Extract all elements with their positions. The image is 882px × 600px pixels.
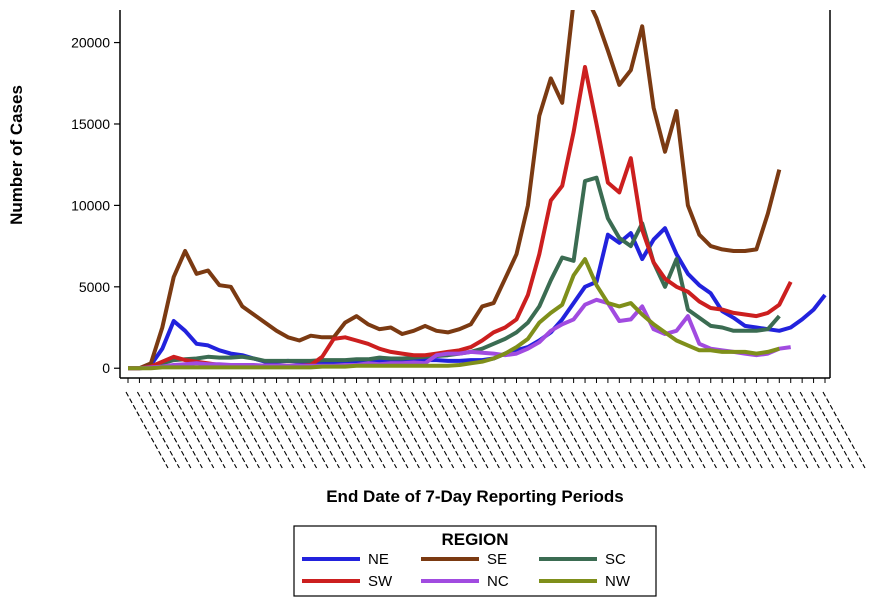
y-tick-label: 20000	[71, 35, 110, 51]
x-tick-label	[285, 391, 329, 469]
x-tick-label	[296, 391, 340, 469]
x-tick-label	[731, 391, 775, 469]
x-tick-label	[593, 391, 637, 469]
x-tick-label	[148, 391, 192, 469]
x-tick-label	[468, 391, 512, 469]
x-tick-label	[651, 391, 695, 469]
legend-label-sc: SC	[605, 551, 626, 568]
x-tick-label	[365, 391, 409, 469]
x-tick-label	[616, 391, 660, 469]
x-tick-label	[376, 391, 420, 469]
y-tick-label: 10000	[71, 197, 110, 213]
x-tick-label	[788, 391, 832, 469]
x-tick-label	[251, 391, 295, 469]
legend: REGION NE SE SC SW NC NW	[293, 525, 657, 597]
x-tick-label	[182, 391, 226, 469]
x-tick-label	[548, 391, 592, 469]
x-tick-label	[354, 391, 398, 469]
x-tick-label	[571, 391, 615, 469]
legend-label-nw: NW	[605, 573, 631, 590]
x-tick-label	[525, 391, 569, 469]
x-tick-label	[456, 391, 500, 469]
x-tick-label	[582, 391, 626, 469]
legend-title: REGION	[441, 530, 508, 549]
x-tick-label	[171, 391, 215, 469]
x-tick-label	[628, 391, 672, 469]
x-tick-label	[776, 391, 820, 469]
x-tick-label	[811, 391, 855, 469]
x-tick-label	[205, 391, 249, 469]
x-tick-label	[673, 391, 717, 469]
x-tick-label	[342, 391, 386, 469]
series-line-se	[128, 10, 782, 371]
x-tick-label	[388, 391, 432, 469]
x-tick-label	[331, 391, 375, 469]
series-line-nw	[128, 257, 780, 371]
x-tick-label	[605, 391, 649, 469]
x-tick-label	[422, 391, 466, 469]
x-tick-label	[136, 391, 180, 469]
x-tick-label	[319, 391, 363, 469]
y-tick-label: 5000	[79, 279, 110, 295]
x-tick-label	[719, 391, 763, 469]
legend-label-ne: NE	[368, 551, 389, 568]
y-axis-title: Number of Cases	[7, 85, 26, 225]
legend-label-nc: NC	[487, 573, 509, 590]
x-tick-label	[228, 391, 272, 469]
x-tick-label	[308, 391, 352, 469]
x-tick-label	[125, 391, 169, 469]
x-tick-label	[399, 391, 443, 469]
x-tick-label	[216, 391, 260, 469]
x-tick-label	[239, 391, 283, 469]
legend-label-se: SE	[487, 551, 507, 568]
legend-label-sw: SW	[368, 573, 393, 590]
x-tick-label	[479, 391, 523, 469]
x-tick-label	[685, 391, 729, 469]
x-tick-label	[742, 391, 786, 469]
x-tick-label	[708, 391, 752, 469]
x-tick-label	[753, 391, 797, 469]
x-tick-label	[159, 391, 203, 469]
x-tick-label	[262, 391, 306, 469]
x-tick-label	[411, 391, 455, 469]
x-tick-label	[662, 391, 706, 469]
x-tick-label	[765, 391, 809, 469]
x-tick-label	[536, 391, 580, 469]
x-tick-label-cluster	[125, 391, 866, 469]
series-line-nc	[128, 297, 791, 371]
x-tick-label	[434, 391, 477, 469]
x-tick-label	[514, 391, 557, 469]
x-axis-title: End Date of 7-Day Reporting Periods	[326, 487, 624, 506]
x-tick-label	[274, 391, 318, 469]
y-tick-label: 15000	[71, 116, 110, 132]
series-lines	[128, 10, 827, 371]
x-tick-label	[194, 391, 238, 469]
x-tick-label	[696, 391, 740, 469]
x-tick-label	[822, 391, 866, 469]
x-tick-label	[639, 391, 683, 469]
series-line-sc	[128, 175, 781, 371]
x-tick-label	[502, 391, 546, 469]
x-tick-label	[559, 391, 603, 469]
y-axis: 0 5000 10000 15000 20000	[71, 10, 831, 378]
y-tick-label: 0	[102, 360, 110, 376]
x-tick-label	[445, 391, 489, 469]
x-axis	[120, 377, 866, 469]
x-tick-label	[491, 391, 535, 469]
x-tick-label	[799, 391, 843, 469]
